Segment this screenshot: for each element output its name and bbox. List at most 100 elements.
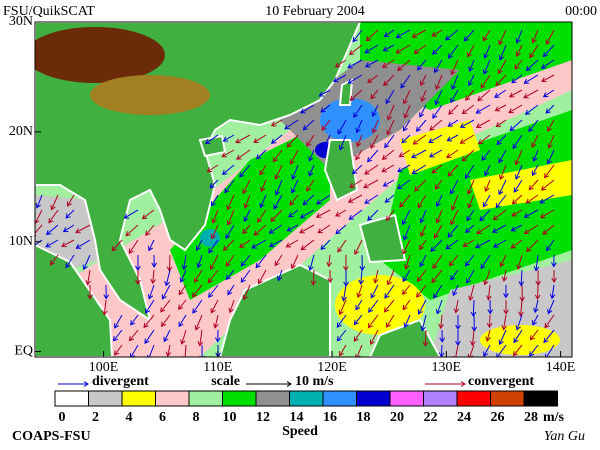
wind-arrow	[452, 284, 459, 297]
wind-arrow	[415, 119, 427, 132]
wind-arrow	[492, 209, 507, 221]
wind-arrow	[523, 224, 539, 235]
wind-arrow	[459, 134, 475, 144]
wind-arrow	[541, 74, 555, 83]
wind-arrow	[82, 254, 91, 271]
time: 00:00	[565, 4, 597, 19]
wind-arrow	[347, 74, 363, 84]
speed-band	[200, 229, 220, 247]
wind-arrow	[196, 254, 203, 269]
wind-arrow	[513, 329, 523, 344]
wind-arrow	[338, 134, 347, 151]
wind-arrow	[493, 239, 507, 248]
wind-arrow	[451, 74, 459, 90]
wind-arrow	[227, 284, 235, 296]
wind-arrow	[347, 59, 363, 69]
wind-arrow	[511, 74, 523, 84]
wind-arrow	[306, 134, 315, 147]
wind-arrow	[492, 224, 507, 233]
wind-arrow	[547, 119, 555, 132]
speed-band	[470, 160, 572, 210]
colorbar-title: Speed	[282, 424, 318, 439]
wind-arrow	[411, 149, 427, 159]
wind-arrow	[288, 209, 299, 218]
wind-arrow	[434, 179, 443, 190]
wind-arrow	[306, 179, 315, 192]
wind-arrow	[432, 104, 443, 119]
wind-arrow	[242, 224, 251, 235]
wind-arrow	[529, 344, 539, 357]
wind-arrow	[453, 299, 460, 314]
wind-arrow	[335, 224, 347, 235]
wind-arrow	[403, 314, 411, 328]
wind-arrow	[318, 89, 331, 97]
colorbar-swatch	[456, 390, 491, 407]
author: Yan Gu	[544, 429, 585, 444]
wind-arrow	[128, 239, 139, 254]
wind-arrow	[540, 59, 555, 69]
wind-arrow	[401, 134, 411, 144]
wind-arrow	[75, 239, 91, 249]
wind-arrow	[353, 329, 363, 342]
wind-arrow	[85, 269, 91, 286]
wind-arrow	[256, 149, 267, 160]
wind-arrow	[286, 224, 299, 232]
wind-arrow	[270, 134, 283, 144]
colorbar-swatch	[188, 390, 223, 407]
wind-arrow	[466, 269, 475, 284]
wind-arrow	[515, 314, 523, 331]
wind-arrow	[45, 224, 59, 236]
wind-arrow	[470, 299, 477, 317]
wind-arrow	[511, 194, 523, 205]
wind-arrow	[385, 89, 395, 105]
wind-arrow	[144, 329, 155, 345]
wind-arrow	[386, 269, 395, 286]
wind-arrow	[395, 29, 411, 39]
wind-arrow	[386, 209, 395, 222]
speed-band	[480, 325, 560, 355]
wind-arrow	[510, 224, 523, 232]
wind-arrow	[503, 284, 509, 299]
wind-arrow	[177, 299, 187, 311]
wind-arrow	[197, 329, 204, 347]
wind-arrow	[534, 284, 541, 300]
colorbar-tick: 26	[491, 410, 505, 425]
wind-arrow	[429, 119, 443, 131]
wind-arrow	[243, 209, 251, 222]
wind-arrow	[449, 179, 459, 195]
wind-arrow	[334, 59, 347, 68]
lon-label: 140E	[546, 360, 576, 375]
wind-arrow	[467, 179, 475, 195]
wind-arrow	[514, 164, 523, 180]
wind-arrow	[448, 104, 459, 115]
wind-arrow	[412, 134, 427, 145]
wind-arrow	[464, 254, 475, 267]
wind-arrow	[192, 299, 203, 314]
wind-arrow	[111, 239, 123, 252]
wind-arrow	[242, 284, 251, 301]
wind-arrow	[382, 179, 395, 187]
wind-arrow	[253, 224, 267, 236]
colorbar-tick: 0	[59, 410, 66, 425]
wind-arrow	[462, 239, 475, 247]
wind-arrow	[289, 194, 299, 206]
wind-arrow	[365, 29, 379, 42]
wind-arrow	[501, 314, 507, 331]
lon-label: 100E	[89, 360, 119, 375]
wind-arrow	[461, 104, 475, 115]
wind-arrow	[160, 299, 171, 313]
wind-arrow	[384, 284, 395, 299]
wind-arrow	[356, 284, 363, 299]
wind-arrow	[226, 194, 235, 211]
wind-arrow	[549, 284, 556, 300]
wind-arrow	[525, 194, 539, 204]
wind-arrow	[62, 224, 75, 233]
wind-arrow	[545, 104, 555, 114]
wind-arrow	[508, 89, 523, 98]
lat-label: 20N	[9, 124, 33, 139]
wind-arrow	[503, 299, 509, 315]
colorbar-swatch	[222, 390, 257, 407]
colorbar-tick: 28	[524, 410, 538, 425]
wind-arrow	[467, 74, 475, 87]
wind-arrow	[208, 239, 219, 254]
